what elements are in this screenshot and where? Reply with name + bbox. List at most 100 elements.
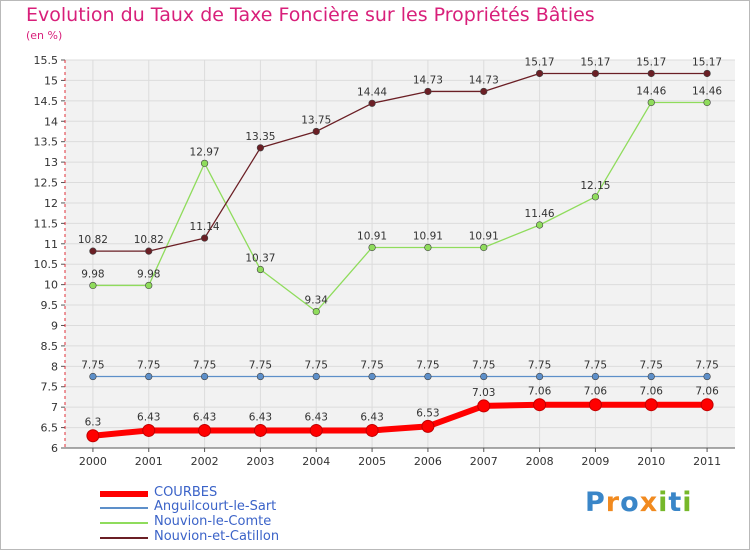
- data-label: 10.82: [78, 234, 108, 246]
- y-tick-label: 10.5: [34, 258, 59, 271]
- legend-label-nouvion-le-comte: Nouvion-le-Comte: [154, 514, 272, 529]
- data-point: [145, 372, 153, 381]
- legend-swatch-courbes: [100, 491, 148, 497]
- y-tick-label: 7: [51, 401, 58, 414]
- data-point: [200, 159, 209, 167]
- data-point: [535, 69, 544, 78]
- data-point: [142, 423, 156, 437]
- y-tick-label: 12: [44, 197, 58, 210]
- data-label: 9.98: [81, 268, 104, 280]
- y-tick-label: 11: [44, 238, 58, 251]
- legend-swatch-nouvion-le-comte: [100, 522, 148, 524]
- data-point: [480, 87, 488, 96]
- data-point: [591, 193, 600, 201]
- y-tick-label: 13: [44, 156, 58, 169]
- data-label: 6.43: [249, 411, 272, 423]
- data-point: [480, 243, 488, 252]
- y-tick-label: 10: [44, 279, 58, 292]
- data-label: 10.37: [245, 253, 275, 265]
- data-point: [588, 398, 602, 412]
- data-point: [421, 419, 435, 433]
- y-tick-label: 11.5: [34, 217, 59, 230]
- legend-label-courbes: COURBES: [154, 485, 218, 500]
- data-point: [480, 372, 488, 381]
- data-label: 7.06: [528, 386, 552, 398]
- data-label: 7.75: [416, 360, 439, 372]
- y-tick-label: 6.5: [41, 422, 59, 435]
- data-label: 13.75: [301, 114, 331, 126]
- data-label: 12.15: [580, 180, 610, 192]
- data-label: 6.43: [305, 411, 328, 423]
- data-label: 14.46: [692, 85, 722, 97]
- x-tick-label: 2010: [637, 455, 665, 468]
- data-point: [368, 99, 376, 107]
- x-tick-label: 2006: [414, 455, 442, 468]
- y-tick-label: 9.5: [41, 299, 59, 312]
- plot-area: [65, 60, 735, 448]
- logo-letter: t: [668, 487, 683, 518]
- legend-swatch-nouvion-et-catillon: [100, 537, 148, 539]
- x-tick-label: 2011: [693, 455, 721, 468]
- data-label: 9.98: [137, 268, 160, 280]
- data-label: 7.75: [472, 360, 495, 372]
- data-point: [703, 69, 711, 78]
- x-tick-label: 2004: [302, 455, 330, 468]
- x-tick-label: 2008: [526, 455, 554, 468]
- logo-letter: o: [620, 487, 640, 518]
- data-label: 12.97: [190, 146, 220, 158]
- data-point: [533, 398, 547, 412]
- data-point: [256, 144, 265, 152]
- data-label: 10.91: [413, 230, 443, 242]
- y-tick-label: 8.5: [41, 340, 59, 353]
- data-point: [86, 429, 100, 443]
- x-tick-label: 2001: [135, 455, 163, 468]
- data-point: [424, 243, 432, 252]
- data-point: [591, 372, 600, 381]
- logo-letter: x: [639, 487, 659, 518]
- logo-letter: i: [658, 487, 669, 518]
- data-point: [312, 307, 320, 316]
- data-label: 14.73: [469, 74, 499, 86]
- data-point: [309, 423, 323, 437]
- y-tick-label: 6: [51, 442, 58, 455]
- data-label: 7.75: [193, 360, 216, 372]
- x-tick-label: 2003: [246, 455, 274, 468]
- y-tick-label: 7.5: [41, 381, 59, 394]
- data-point: [644, 398, 658, 412]
- data-label: 14.46: [636, 85, 666, 97]
- data-label: 6.3: [85, 417, 102, 429]
- logo-letter: P: [585, 487, 606, 518]
- series-line-courbes: [89, 401, 711, 439]
- data-point: [89, 281, 97, 290]
- y-tick-label: 15: [44, 74, 58, 87]
- y-tick-label: 9: [51, 319, 58, 332]
- data-label: 14.73: [413, 74, 443, 86]
- data-point: [424, 87, 432, 96]
- data-point: [365, 423, 379, 437]
- data-point: [89, 372, 97, 381]
- data-point: [703, 372, 711, 381]
- data-label: 14.44: [357, 86, 387, 98]
- data-label: 7.75: [137, 360, 160, 372]
- data-point: [198, 423, 212, 437]
- data-label: 7.75: [640, 360, 663, 372]
- data-label: 7.06: [640, 386, 664, 398]
- data-point: [145, 247, 153, 255]
- y-axis-unit-label: (en %): [26, 29, 63, 42]
- data-label: 7.75: [305, 360, 328, 372]
- series-line-nouvion-le-comte: [92, 101, 708, 313]
- data-point: [591, 69, 600, 78]
- y-tick-label: 8: [51, 360, 58, 373]
- chart-title: Evolution du Taux de Taxe Foncière sur l…: [26, 4, 595, 26]
- data-point: [700, 398, 714, 412]
- data-point: [477, 399, 491, 413]
- y-tick-label: 14.5: [34, 95, 59, 108]
- data-label: 15.17: [525, 56, 555, 68]
- data-label: 7.75: [584, 360, 607, 372]
- data-label: 7.75: [528, 360, 551, 372]
- data-label: 7.03: [472, 387, 495, 399]
- data-label: 6.43: [193, 411, 216, 423]
- data-label: 7.75: [249, 360, 272, 372]
- data-label: 10.91: [357, 230, 387, 242]
